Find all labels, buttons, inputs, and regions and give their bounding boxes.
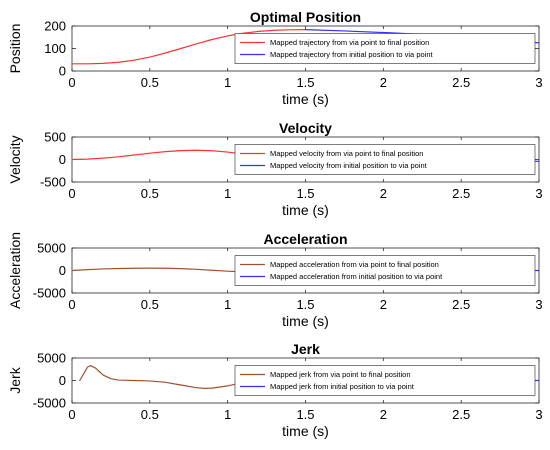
velocity-x-tick-label: 0.5 xyxy=(141,186,159,201)
velocity-y-tick-label: 0 xyxy=(59,152,66,167)
velocity-legend-label-2: Mapped velocity from initial position to… xyxy=(270,161,428,170)
jerk-legend-box xyxy=(234,365,536,396)
velocity-x-tick-label: 0 xyxy=(68,186,75,201)
acceleration-legend-box xyxy=(234,255,536,286)
acceleration-x-tick-label: 2.5 xyxy=(452,297,470,312)
velocity-x-tick-label: 1.5 xyxy=(296,186,314,201)
position-x-tick-label: 2.5 xyxy=(452,75,470,90)
acceleration-y-tick-label: -5000 xyxy=(33,286,66,301)
position-x-tick-label: 0.5 xyxy=(141,75,159,90)
position-x-tick-label: 1.5 xyxy=(296,75,314,90)
jerk-x-tick-label: 1.5 xyxy=(296,407,314,422)
acceleration-x-tick-label: 0 xyxy=(68,297,75,312)
position-title: Optimal Position xyxy=(250,9,361,25)
acceleration-x-tick-label: 1.5 xyxy=(296,297,314,312)
acceleration-x-tick-label: 3 xyxy=(535,297,542,312)
jerk-x-axis-label: time (s) xyxy=(282,423,329,439)
acceleration-y-axis-label: Acceleration xyxy=(7,232,23,309)
jerk-title: Jerk xyxy=(291,341,320,357)
position-subplot: Optimal Position 0 0.5 1 1.5 2 2.5 3 0 100 200 time… xyxy=(7,9,543,107)
velocity-y-tick-label: -500 xyxy=(40,175,66,190)
position-x-tick-label: 2 xyxy=(380,75,387,90)
acceleration-y-tick-label: 0 xyxy=(59,263,66,278)
acceleration-x-tick-label: 0.5 xyxy=(141,297,159,312)
velocity-x-tick-label: 1 xyxy=(224,186,231,201)
acceleration-y-tick-label: 5000 xyxy=(37,241,66,256)
position-x-axis-label: time (s) xyxy=(282,91,329,107)
velocity-legend: Mapped velocity from via point to final … xyxy=(234,144,536,175)
jerk-y-tick-label: 0 xyxy=(59,373,66,388)
position-x-tick-label: 3 xyxy=(535,75,542,90)
jerk-legend-label-1: Mapped jerk from via point to final posi… xyxy=(270,370,411,379)
acceleration-x-tick-label: 1 xyxy=(224,297,231,312)
velocity-x-tick-label: 2 xyxy=(380,186,387,201)
jerk-legend: Mapped jerk from via point to final posi… xyxy=(234,365,536,396)
jerk-y-tick-label: -5000 xyxy=(33,396,66,411)
jerk-legend-label-2: Mapped jerk from initial position to via… xyxy=(270,382,415,391)
velocity-x-tick-label: 2.5 xyxy=(452,186,470,201)
position-legend-label-1: Mapped trajectory from via point to fina… xyxy=(270,38,429,47)
position-y-tick-label: 200 xyxy=(44,19,66,34)
acceleration-title: Acceleration xyxy=(263,231,347,247)
velocity-legend-box xyxy=(234,144,536,175)
acceleration-legend: Mapped acceleration from via point to fi… xyxy=(234,255,536,286)
velocity-x-axis-label: time (s) xyxy=(282,202,329,218)
jerk-y-axis-label: Jerk xyxy=(7,366,23,393)
position-legend-label-2: Mapped trajectory from initial position … xyxy=(270,50,433,59)
position-legend: Mapped trajectory from via point to fina… xyxy=(234,33,536,64)
acceleration-x-tick-label: 2 xyxy=(380,297,387,312)
position-x-tick-label: 0 xyxy=(68,75,75,90)
jerk-x-tick-label: 2.5 xyxy=(452,407,470,422)
velocity-y-axis-label: Velocity xyxy=(7,135,23,183)
velocity-title: Velocity xyxy=(279,120,332,136)
velocity-x-tick-label: 3 xyxy=(535,186,542,201)
jerk-x-tick-label: 0 xyxy=(68,407,75,422)
jerk-x-tick-label: 2 xyxy=(380,407,387,422)
position-y-tick-label: 100 xyxy=(44,41,66,56)
acceleration-x-axis-label: time (s) xyxy=(282,313,329,329)
jerk-x-tick-label: 1 xyxy=(224,407,231,422)
position-y-tick-label: 0 xyxy=(59,64,66,79)
acceleration-legend-label-1: Mapped acceleration from via point to fi… xyxy=(270,260,439,269)
velocity-y-tick-label: 500 xyxy=(44,130,66,145)
acceleration-legend-label-2: Mapped acceleration from initial positio… xyxy=(270,272,443,281)
position-series-line-1 xyxy=(71,29,307,65)
position-y-axis-label: Position xyxy=(7,24,23,74)
jerk-y-tick-label: 5000 xyxy=(37,351,66,366)
velocity-legend-label-1: Mapped velocity from via point to final … xyxy=(270,149,423,158)
jerk-x-tick-label: 3 xyxy=(535,407,542,422)
jerk-x-tick-label: 0.5 xyxy=(141,407,159,422)
position-x-tick-label: 1 xyxy=(224,75,231,90)
position-legend-box xyxy=(234,33,536,64)
